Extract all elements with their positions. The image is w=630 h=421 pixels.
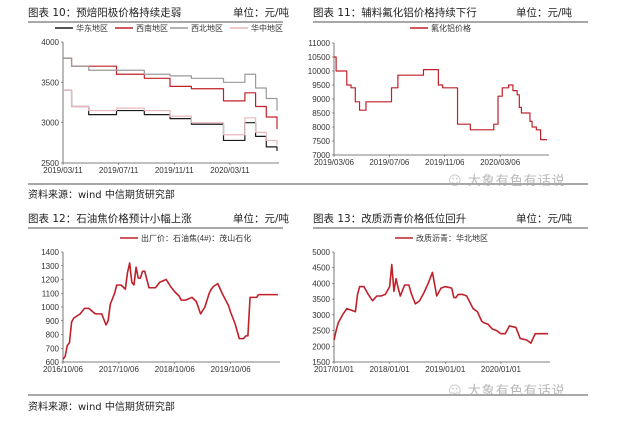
figure-12-unit: 单位：元/吨: [233, 213, 290, 225]
y-tick-label: 1100: [42, 289, 60, 298]
chart-12: 600 700 800 900 1000 1100 1200 1300 1400 2016/10/…: [41, 233, 280, 374]
y-tick-label: 5000: [312, 248, 330, 257]
chart-10: 2500 3000 3500 4000 2019/03/11 2019/07/11 2019…: [41, 23, 283, 175]
y-tick-label: 4000: [41, 38, 59, 47]
y-tick-label: 2500: [41, 159, 59, 168]
x-tick-label: 2019/11/06: [425, 158, 465, 167]
y-tick-label: 8500: [312, 109, 330, 118]
y-tick-label: 1000: [41, 303, 59, 312]
y-tick-label: 1200: [41, 276, 59, 285]
y-tick-label: 10000: [308, 67, 331, 76]
y-tick-label: 3500: [41, 78, 59, 87]
chart-11: 7000 7500 8000 8500 9000 9500 10000 10500 11000 2…: [308, 23, 549, 167]
y-tick-label: 1300: [41, 262, 59, 271]
source-bottom: 资料来源：wind 中信期货研究部: [28, 402, 175, 413]
x-tick-label: 2018/01/01: [370, 365, 411, 374]
series-line: [63, 57, 278, 130]
legend-label: 西南地区: [136, 23, 168, 33]
series-line: [334, 56, 547, 141]
chart-13: 1500 2000 2500 3000 3500 4000 4500 5000 2017/01/…: [312, 233, 550, 374]
x-tick-label: 2019/07/06: [369, 158, 410, 167]
y-tick-label: 3000: [41, 119, 59, 128]
x-tick-label: 2020/03/11: [210, 166, 250, 175]
wechat-icon: ☺: [448, 174, 468, 189]
series-line: [63, 89, 278, 146]
y-tick-label: 8000: [312, 123, 330, 132]
y-tick-label: 7000: [312, 151, 330, 160]
x-tick-label: 2019/01/01: [425, 365, 466, 374]
y-tick-label: 1400: [41, 248, 59, 257]
legend-label: 华中地区: [251, 23, 283, 33]
x-tick-label: 2020/01/01: [481, 365, 522, 374]
x-tick-label: 2018/10/06: [155, 365, 196, 374]
legend-label: 出厂价：石油焦(4#)：茂山石化: [141, 233, 251, 243]
figure-10-unit: 单位：元/吨: [233, 7, 290, 19]
y-tick-label: 7500: [312, 137, 330, 146]
x-tick-label: 2017/01/01: [314, 365, 355, 374]
figure-10-rule: [28, 21, 283, 23]
figure-13-title: 图表 13：改质沥青价格低位回升: [313, 213, 467, 225]
y-tick-label: 11000: [308, 39, 330, 48]
y-tick-label: 2500: [312, 327, 330, 336]
figure-10-title: 图表 10：预焙阳极价格持续走弱: [28, 7, 182, 19]
legend-label: 氟化铝价格: [431, 23, 471, 33]
watermark-bottom: ☺ 大象有色有话说: [448, 384, 566, 399]
watermark-top: ☺ 大象有色有话说: [448, 174, 566, 189]
y-tick-label: 4500: [312, 264, 330, 273]
figure-11-title: 图表 11：辅料氟化铝价格持续下行: [313, 7, 477, 19]
figure-13-unit: 单位：元/吨: [516, 213, 573, 225]
x-tick-label: 2019/03/06: [314, 158, 355, 167]
y-tick-label: 1500: [312, 358, 330, 367]
y-tick-label: 3000: [312, 311, 330, 320]
y-tick-label: 600: [46, 358, 60, 367]
y-tick-label: 800: [46, 331, 60, 340]
legend-label: 华东地区: [76, 23, 108, 33]
y-tick-label: 3500: [312, 295, 330, 304]
series-line: [333, 263, 548, 344]
legend-label: 改质沥青：华北地区: [416, 233, 488, 243]
wechat-icon: ☺: [448, 384, 468, 399]
y-tick-label: 700: [46, 344, 60, 353]
x-tick-label: 2020/03/06: [480, 158, 521, 167]
y-tick-label: 2000: [312, 342, 330, 351]
figure-12-rule: [28, 227, 283, 229]
y-tick-label: 9500: [312, 81, 330, 90]
x-tick-label: 2019/10/06: [211, 365, 252, 374]
x-tick-label: 2019/03/11: [43, 166, 83, 175]
bottom-section-rule: [28, 394, 588, 396]
y-tick-label: 4000: [312, 279, 330, 288]
series-line: [63, 57, 278, 111]
x-tick-label: 2016/10/06: [43, 365, 84, 374]
series-line: [62, 262, 278, 360]
y-tick-label: 10500: [308, 53, 331, 62]
top-section-rule: [28, 183, 588, 185]
source-top: 资料来源：wind 中信期货研究部: [28, 190, 175, 201]
figure-11-unit: 单位：元/吨: [516, 7, 573, 19]
y-tick-label: 900: [46, 317, 60, 326]
figure-12-title: 图表 12：石油焦价格预计小幅上涨: [28, 213, 192, 225]
y-tick-label: 9000: [312, 95, 330, 104]
x-tick-label: 2017/10/06: [99, 365, 140, 374]
figure-11-rule: [313, 21, 588, 23]
legend-label: 西北地区: [191, 23, 223, 33]
figure-13-rule: [313, 227, 588, 229]
x-tick-label: 2019/11/11: [155, 166, 194, 175]
x-tick-label: 2019/07/11: [99, 166, 139, 175]
